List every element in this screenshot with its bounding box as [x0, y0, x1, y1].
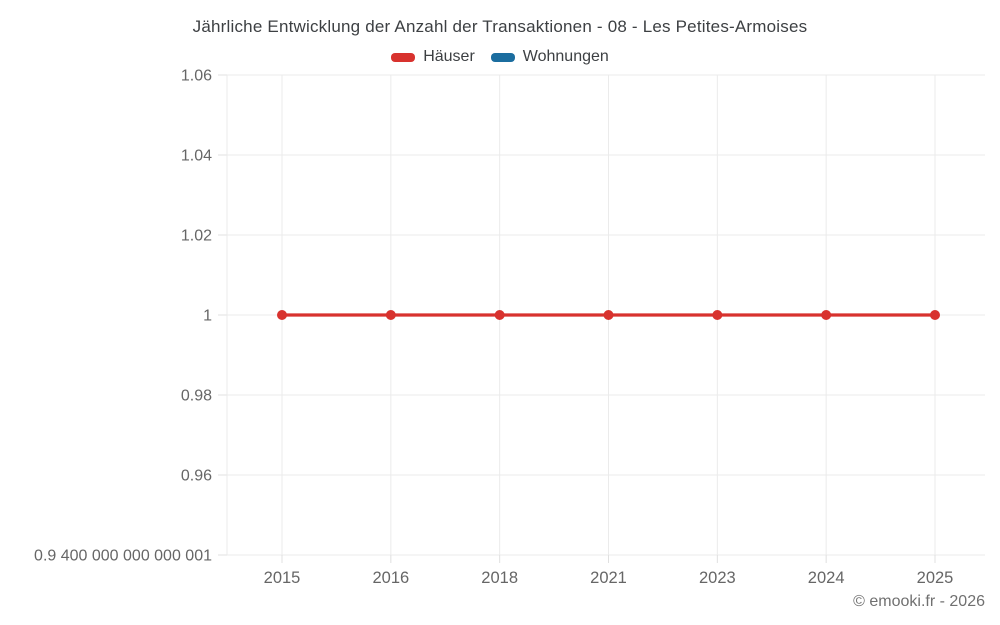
- data-point[interactable]: [821, 310, 832, 320]
- data-point[interactable]: [494, 310, 505, 320]
- y-tick-label: 0.96: [181, 468, 212, 485]
- x-tick-label: 2025: [917, 569, 954, 587]
- data-point[interactable]: [277, 310, 287, 320]
- legend-item-haeuser[interactable]: Häuser: [391, 48, 475, 66]
- chart-title: Jährliche Entwicklung der Anzahl der Tra…: [192, 17, 808, 36]
- legend-swatch-haeuser-icon: [391, 52, 416, 62]
- x-tick-label: 2018: [481, 569, 518, 587]
- data-point[interactable]: [385, 310, 396, 320]
- y-tick-label: 0.98: [181, 388, 212, 405]
- x-tick-label: 2023: [699, 569, 736, 587]
- chart-legend: Häuser Wohnungen: [0, 46, 1000, 68]
- y-tick-label: 1.02: [181, 228, 212, 245]
- x-tick-label: 2016: [372, 569, 409, 587]
- copyright-text: © emooki.fr - 2026: [853, 593, 985, 610]
- y-tick-label: 1: [203, 308, 212, 325]
- data-point[interactable]: [930, 310, 940, 320]
- y-tick-label: 1.06: [181, 68, 212, 85]
- x-tick-label: 2015: [264, 569, 301, 587]
- y-tick-label: 0.9 400 000 000 000 001: [34, 548, 212, 565]
- legend-item-wohnungen[interactable]: Wohnungen: [490, 48, 609, 66]
- data-point[interactable]: [712, 310, 723, 320]
- legend-swatch-wohnungen-icon: [490, 52, 515, 62]
- x-tick-label: 2024: [808, 569, 845, 587]
- data-point[interactable]: [603, 310, 614, 320]
- legend-label-haeuser: Häuser: [423, 48, 475, 65]
- legend-label-wohnungen: Wohnungen: [522, 48, 609, 65]
- x-tick-label: 2021: [590, 569, 627, 587]
- y-tick-label: 1.04: [181, 148, 212, 165]
